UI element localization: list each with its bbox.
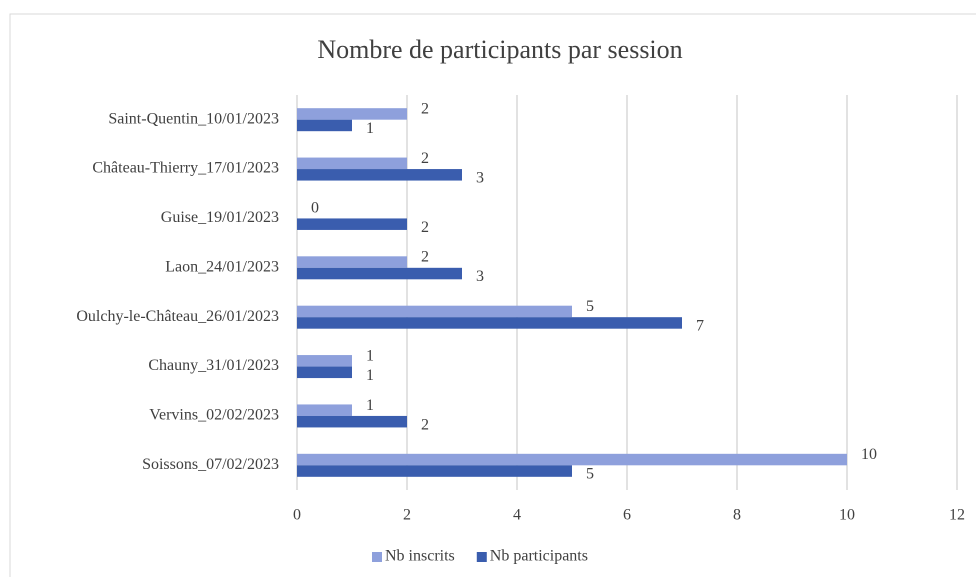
- data-label: 5: [586, 466, 594, 483]
- bar: [297, 119, 352, 132]
- legend-swatch: [372, 552, 382, 562]
- y-tick-label: Soissons_07/02/2023: [142, 456, 279, 473]
- bar: [297, 169, 462, 181]
- bar: [297, 108, 407, 120]
- bar: [297, 157, 407, 170]
- data-label: 3: [476, 169, 484, 186]
- bar: [297, 305, 572, 318]
- data-label: 0: [311, 199, 319, 216]
- legend-label: Nb inscrits: [385, 548, 455, 565]
- data-label: 1: [366, 367, 374, 384]
- bar: [297, 256, 407, 268]
- data-label: 7: [696, 318, 704, 335]
- data-label: 5: [586, 298, 594, 315]
- bar: [297, 404, 352, 416]
- bar: [297, 366, 352, 379]
- legend-swatch: [476, 552, 487, 562]
- data-label: 1: [366, 347, 374, 364]
- bar: [297, 218, 407, 230]
- data-label: 2: [421, 416, 429, 433]
- x-tick-label: 8: [733, 507, 741, 524]
- data-label: 2: [421, 249, 429, 266]
- x-tick-label: 10: [839, 507, 855, 524]
- y-tick-label: Guise_19/01/2023: [161, 209, 279, 226]
- data-label: 2: [421, 219, 429, 236]
- data-label: 1: [366, 120, 374, 137]
- data-label: 2: [421, 150, 429, 167]
- legend-label: Nb participants: [490, 548, 588, 565]
- y-tick-label: Laon_24/01/2023: [165, 258, 279, 275]
- data-label: 1: [366, 397, 374, 414]
- x-tick-label: 12: [949, 507, 965, 524]
- y-tick-label: Château-Thierry_17/01/2023: [92, 160, 279, 177]
- bar: [297, 317, 682, 329]
- x-tick-label: 2: [403, 507, 411, 524]
- bar: [297, 415, 407, 428]
- y-tick-label: Chauny_31/01/2023: [148, 357, 279, 374]
- data-label: 3: [476, 268, 484, 285]
- y-tick-label: Vervins_02/02/2023: [149, 407, 279, 424]
- data-label: 10: [861, 446, 877, 463]
- x-tick-label: 0: [293, 507, 301, 524]
- bar: [297, 453, 847, 466]
- bar: [297, 267, 462, 280]
- chart-title: Nombre de participants par session: [317, 35, 682, 64]
- bar: [297, 465, 572, 477]
- y-tick-label: Oulchy-le-Château_26/01/2023: [76, 308, 279, 325]
- y-tick-label: Saint-Quentin_10/01/2023: [108, 110, 279, 127]
- x-tick-label: 4: [513, 507, 521, 524]
- x-tick-label: 6: [623, 507, 631, 524]
- chart-frame: [9, 13, 976, 577]
- bar: [297, 355, 352, 367]
- data-label: 2: [421, 101, 429, 118]
